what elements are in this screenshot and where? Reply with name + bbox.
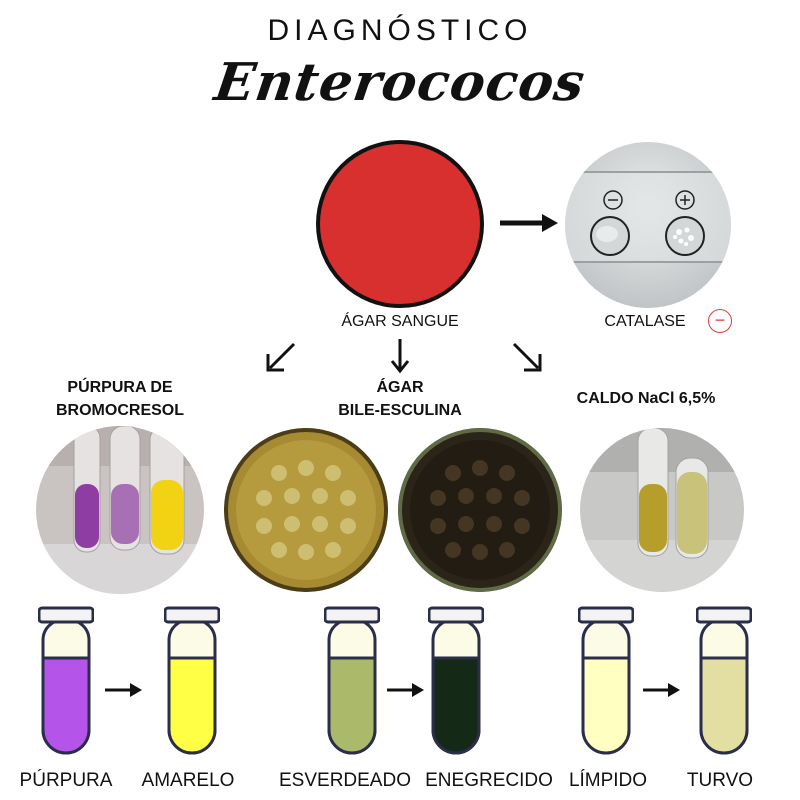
test-title-bromocresol: PÚRPURA DE BROMOCRESOL [56,379,184,419]
arrow-right-icon [387,683,424,697]
tube-esverdeado-icon [324,606,380,755]
arrow-right-icon [643,683,680,697]
arrow-down-right-icon [512,342,542,372]
tube-label-turvo: TURVO [686,770,754,791]
nacl-broth-tubes-photo [580,428,744,592]
tube-enegrecido-icon [428,606,484,755]
tube-label-limpido: LÍMPIDO [568,770,648,791]
tube-amarelo-icon [164,606,220,755]
blood-agar-label: ÁGAR SANGUE [341,313,459,330]
arrow-down-left-icon [266,342,296,372]
arrow-down-icon [390,339,410,374]
tube-turvo-icon [696,606,752,755]
tube-limpido-icon [578,606,634,755]
catalase-label: CATALASE [604,313,686,330]
page-title: DIAGNÓSTICO [267,14,533,47]
catalase-result-symbol: − [714,310,726,330]
catalase-photo [565,142,731,308]
tube-purpura-icon [38,606,94,755]
page-subtitle: Enterococos [210,52,590,113]
blood-agar-plate [316,140,484,308]
test-title-bile-esculin: ÁGAR BILE-ESCULINA [338,379,462,419]
arrow-right-icon [500,214,558,232]
bile-esculin-plate-photo [224,428,388,592]
catalase-negative-badge: − [708,309,732,333]
tube-label-enegrecido: ENEGRECIDO [425,770,553,791]
tube-label-amarelo: AMARELO [141,770,235,791]
bromocresol-tubes-photo [36,426,204,594]
tube-label-esverdeado: ESVERDEADO [279,770,411,791]
bile-esculin-dark-plate-photo [398,428,562,592]
tube-label-purpura: PÚRPURA [19,770,113,791]
test-title-nacl-broth: CALDO NaCl 6,5% [576,390,716,407]
arrow-right-icon [105,683,142,697]
